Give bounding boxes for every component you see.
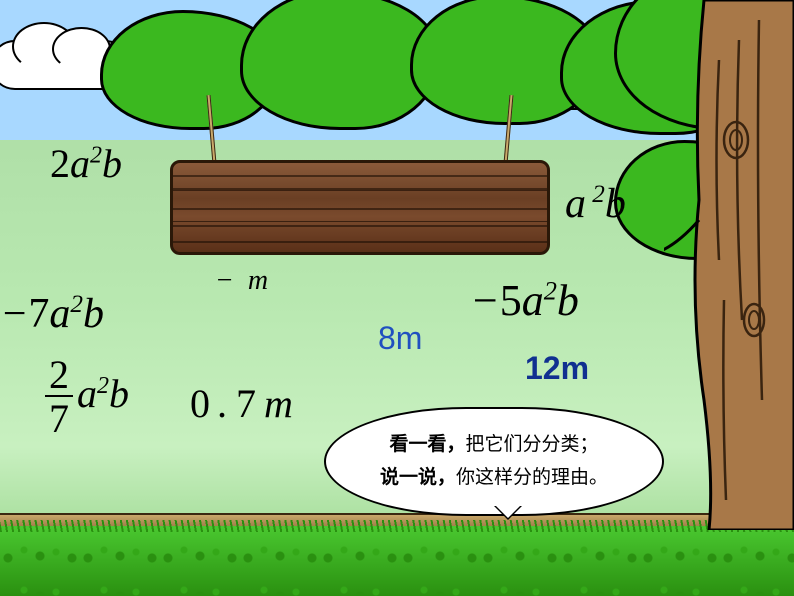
expr-neg5a2b: −5a2b [470, 275, 579, 326]
speech-bubble: 看一看，把它们分分类； 说一说，你这样分的理由。 [324, 407, 664, 516]
expr-12m: 12m [525, 350, 589, 387]
scene: 2a2b a 2b −7a2b − m −5a2b 8m 12m 27a2b 0… [0, 0, 794, 596]
bubble-bold-2: 说一说， [380, 467, 456, 488]
wooden-board [170, 160, 550, 255]
expr-2over7a2b: 27a2b [45, 355, 129, 441]
expr-8m: 8m [378, 320, 422, 357]
expr-negm: − m [215, 265, 268, 297]
expr-a2b: a 2b [565, 180, 626, 228]
expr-2a2b: 2a2b [50, 140, 122, 187]
bubble-line-2: 说一说，你这样分的理由。 [354, 462, 634, 494]
bubble-rest-2: 你这样分的理由。 [456, 467, 608, 488]
bubble-line-1: 看一看，把它们分分类； [354, 429, 634, 461]
hanging-sign [170, 115, 550, 255]
bubble-rest-1: 把它们分分类； [466, 434, 599, 455]
grass [0, 526, 794, 596]
tree-trunk [664, 0, 794, 530]
expr-0p7m: 0 . 7 m [190, 380, 293, 427]
bubble-bold-1: 看一看， [389, 434, 465, 455]
expr-neg7a2b: −7a2b [0, 290, 104, 338]
